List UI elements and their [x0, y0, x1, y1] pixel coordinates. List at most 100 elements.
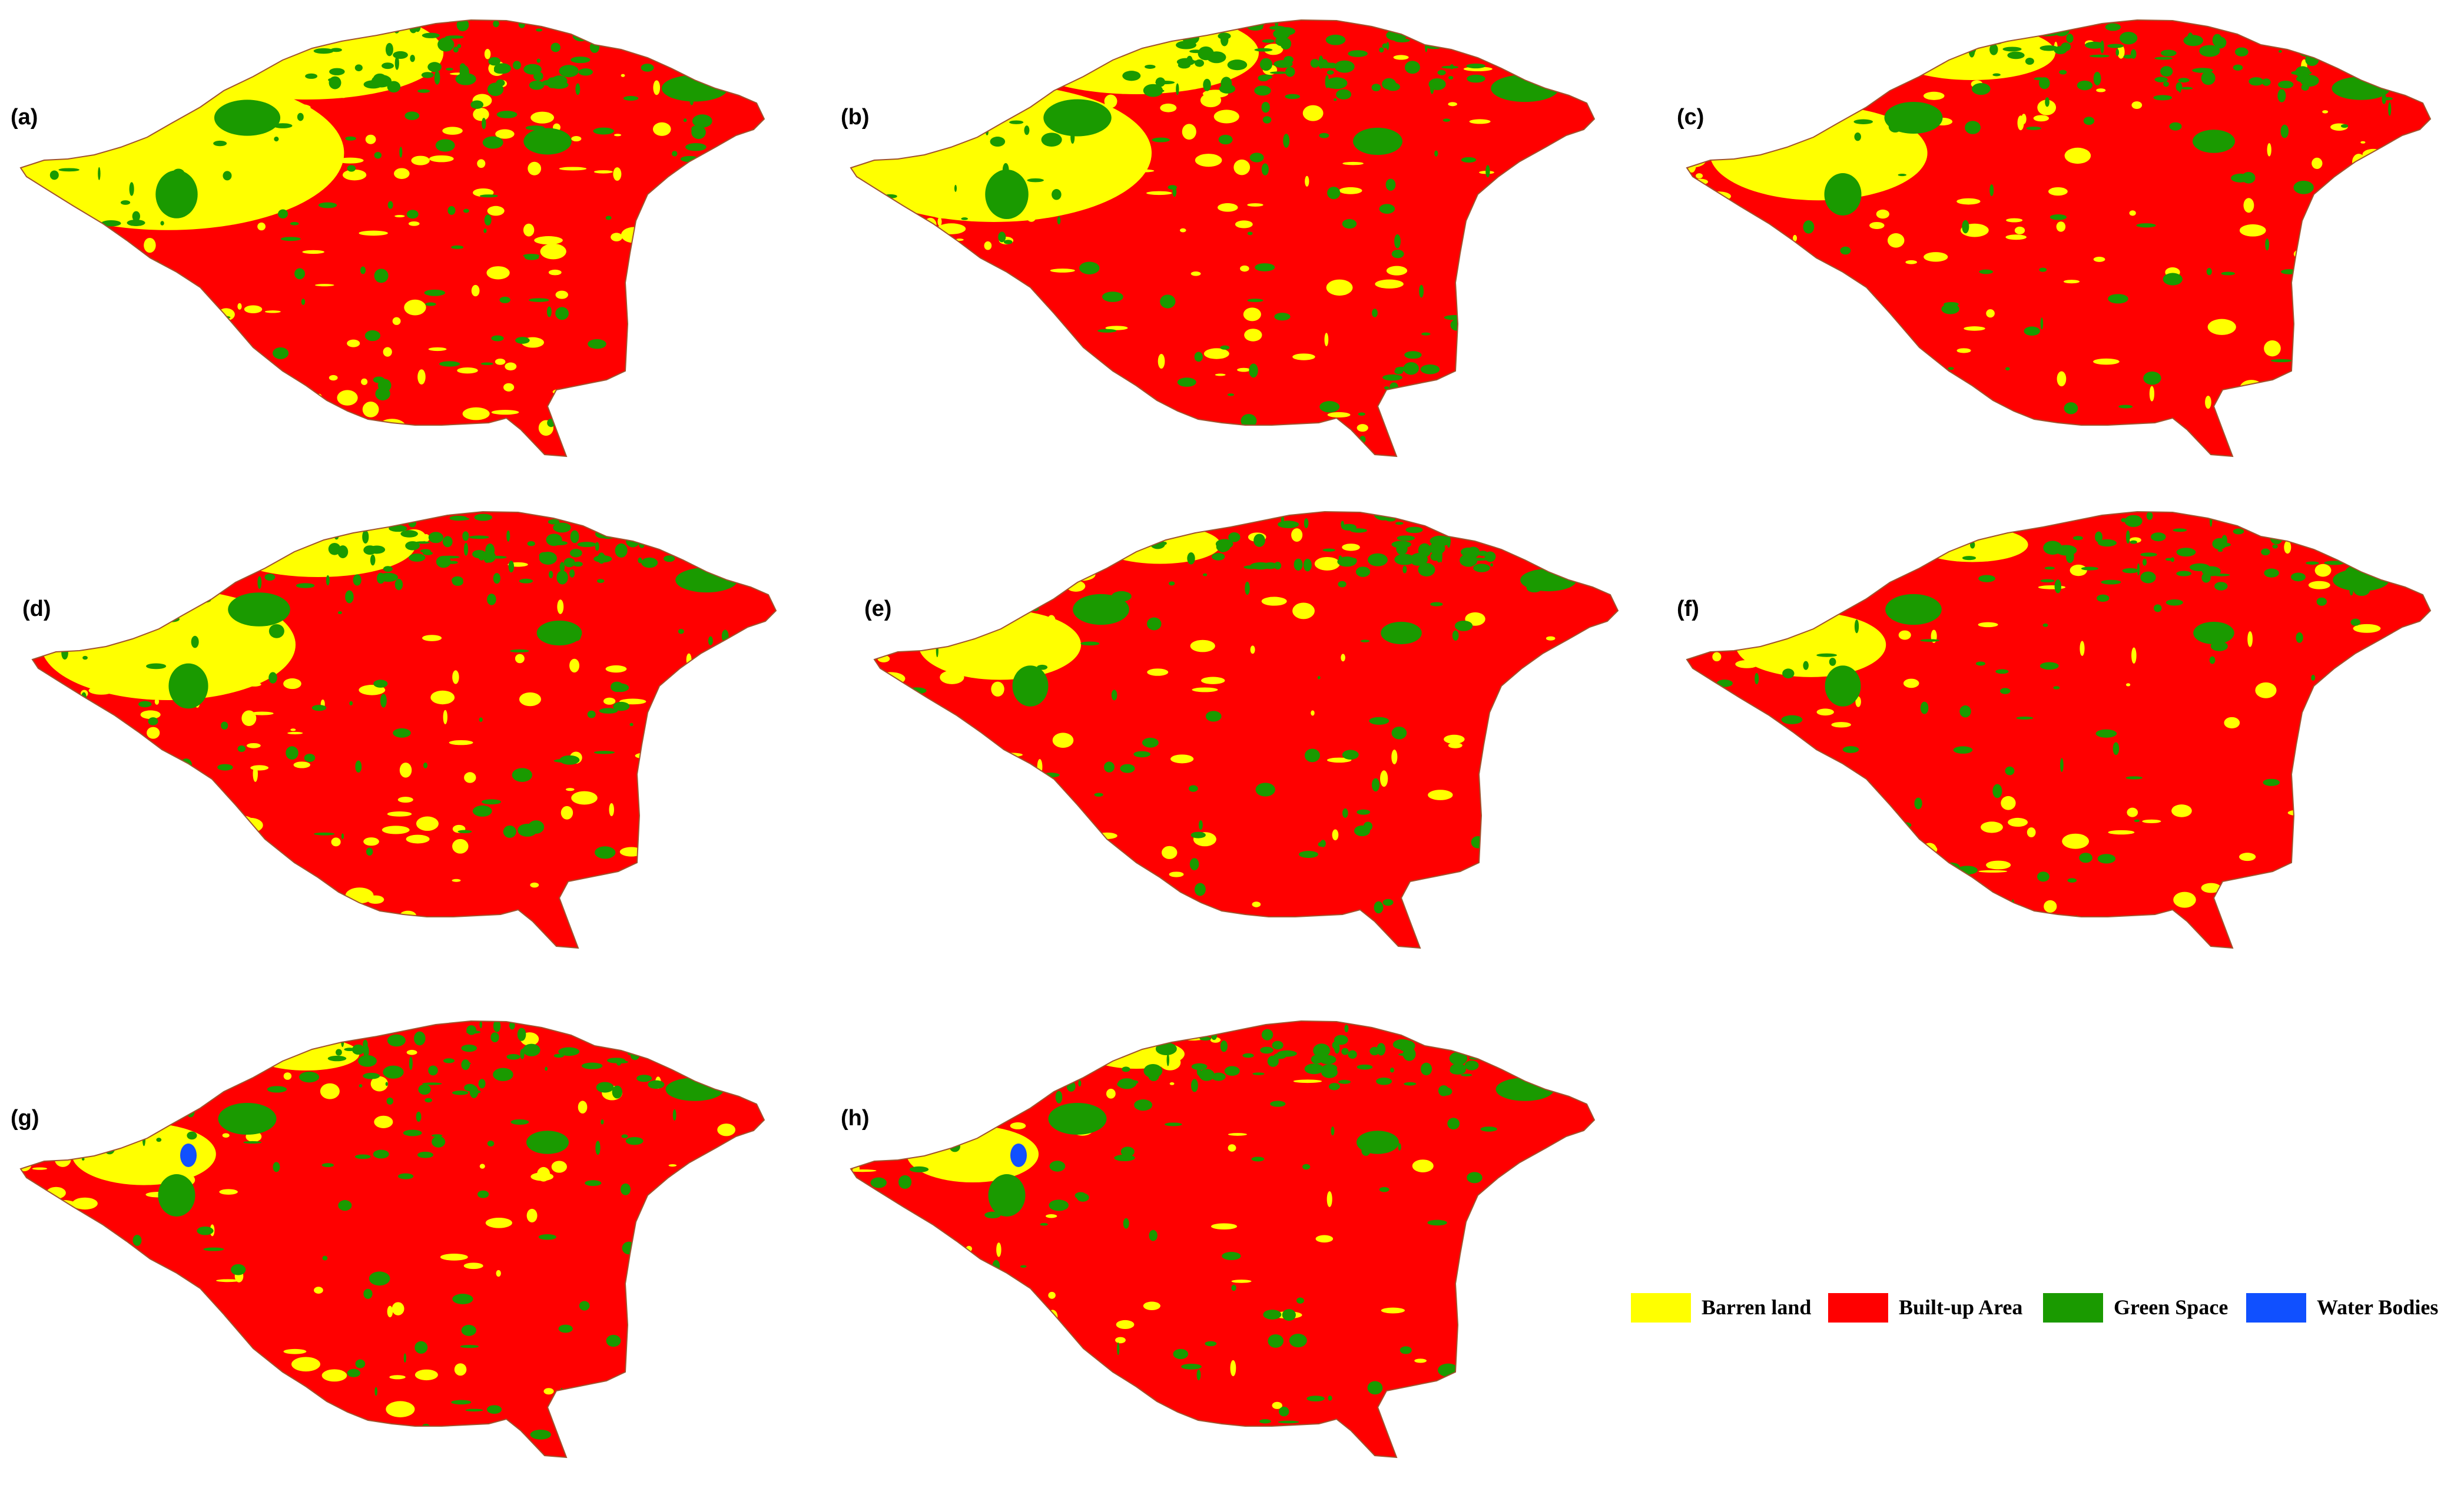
barren-patch — [32, 856, 44, 868]
green-patch — [1716, 680, 1733, 687]
barren-patch — [57, 748, 75, 763]
green-patch — [284, 897, 305, 909]
barren-patch — [32, 731, 47, 747]
barren-patch — [2173, 891, 2196, 908]
barren-patch — [36, 790, 52, 806]
barren-patch — [2244, 906, 2270, 910]
legend-swatch-built — [1828, 1293, 1888, 1323]
green-patch — [2085, 41, 2104, 49]
green-patch — [436, 555, 451, 568]
barren-patch — [868, 47, 891, 59]
barren-patch — [337, 157, 364, 164]
green-patch — [1274, 562, 1282, 570]
green-patch — [636, 1075, 652, 1082]
barren-patch — [1315, 1235, 1334, 1243]
green-patch — [1079, 824, 1085, 836]
barren-patch — [1159, 1054, 1181, 1071]
green-patch — [1953, 746, 1973, 754]
green-patch — [666, 1430, 673, 1436]
green-patch — [1352, 558, 1357, 564]
green-patch — [2040, 317, 2044, 330]
green-patch — [347, 165, 356, 172]
barren-patch — [523, 223, 535, 237]
barren-patch — [851, 141, 874, 148]
green-patch — [1355, 566, 1371, 577]
barren-patch — [397, 797, 413, 803]
barren-patch — [88, 686, 114, 695]
barren-patch — [613, 134, 622, 137]
green-patch — [421, 72, 434, 78]
green-patch — [2134, 819, 2140, 822]
green-patch — [1245, 581, 1250, 595]
barren-patch — [583, 410, 612, 426]
green-patch — [1222, 1252, 1241, 1261]
land-use-map-f — [1686, 511, 2432, 949]
barren-patch — [1106, 1089, 1116, 1099]
green-patch — [1757, 243, 1762, 254]
barren-patch — [484, 48, 491, 59]
green-patch — [1094, 793, 1103, 797]
barren-patch — [495, 129, 515, 139]
green-patch — [518, 20, 525, 28]
barren-patch — [983, 343, 1002, 357]
green-patch — [120, 200, 131, 205]
green-patch — [206, 58, 224, 72]
green-patch — [2289, 373, 2296, 377]
green-patch — [479, 1021, 482, 1029]
barren-patch — [2207, 319, 2236, 335]
barren-patch — [877, 903, 896, 907]
green-patch — [2388, 102, 2392, 116]
barren-patch — [898, 264, 924, 273]
barren-patch — [34, 1034, 55, 1040]
barren-patch — [111, 790, 118, 800]
green-patch — [313, 48, 334, 54]
green-patch — [1228, 532, 1241, 542]
green-patch — [646, 521, 652, 529]
green-patch — [2136, 223, 2156, 228]
green-patch — [1338, 581, 1347, 588]
barren-patch — [1341, 654, 1345, 662]
green-patch — [1501, 350, 1514, 358]
barren-patch — [1442, 1420, 1452, 1436]
green-patch — [2065, 550, 2074, 564]
barren-patch — [21, 357, 34, 369]
barren-patch — [1964, 922, 1969, 927]
green-patch — [349, 701, 353, 706]
green-patch — [413, 512, 423, 521]
barren-patch — [935, 787, 959, 798]
green-patch — [1040, 572, 1057, 579]
barren-patch — [162, 427, 181, 433]
green-patch — [1259, 58, 1272, 71]
green-patch — [1397, 535, 1415, 541]
green-patch — [211, 571, 227, 582]
green-patch — [433, 919, 436, 933]
barren-patch — [32, 716, 44, 730]
barren-patch — [1769, 246, 1782, 262]
green-patch — [1786, 372, 1791, 386]
green-patch — [1165, 1122, 1182, 1126]
green-patch — [1047, 1420, 1051, 1430]
barren-patch — [231, 422, 258, 433]
barren-patch — [278, 390, 291, 400]
green-patch — [1404, 351, 1422, 359]
barren-patch — [879, 156, 887, 169]
green-patch — [420, 549, 431, 553]
barren-patch — [530, 882, 539, 888]
barren-patch — [219, 1189, 238, 1195]
green-patch — [1978, 575, 1995, 582]
panel-label-b: (b) — [841, 105, 870, 130]
barren-patch — [21, 353, 38, 366]
map-panel-f: (f) — [1666, 509, 2432, 957]
barren-patch — [69, 85, 75, 98]
green-patch — [405, 541, 420, 551]
green-patch — [1523, 206, 1530, 220]
barren-patch — [428, 347, 447, 352]
green-patch — [150, 880, 171, 888]
barren-patch — [1805, 359, 1829, 368]
green-patch — [548, 519, 560, 525]
green-patch — [1270, 1101, 1286, 1107]
green-patch — [422, 1082, 442, 1085]
green-patch — [338, 611, 342, 615]
green-patch — [1178, 62, 1190, 69]
green-patch — [1816, 653, 1838, 657]
